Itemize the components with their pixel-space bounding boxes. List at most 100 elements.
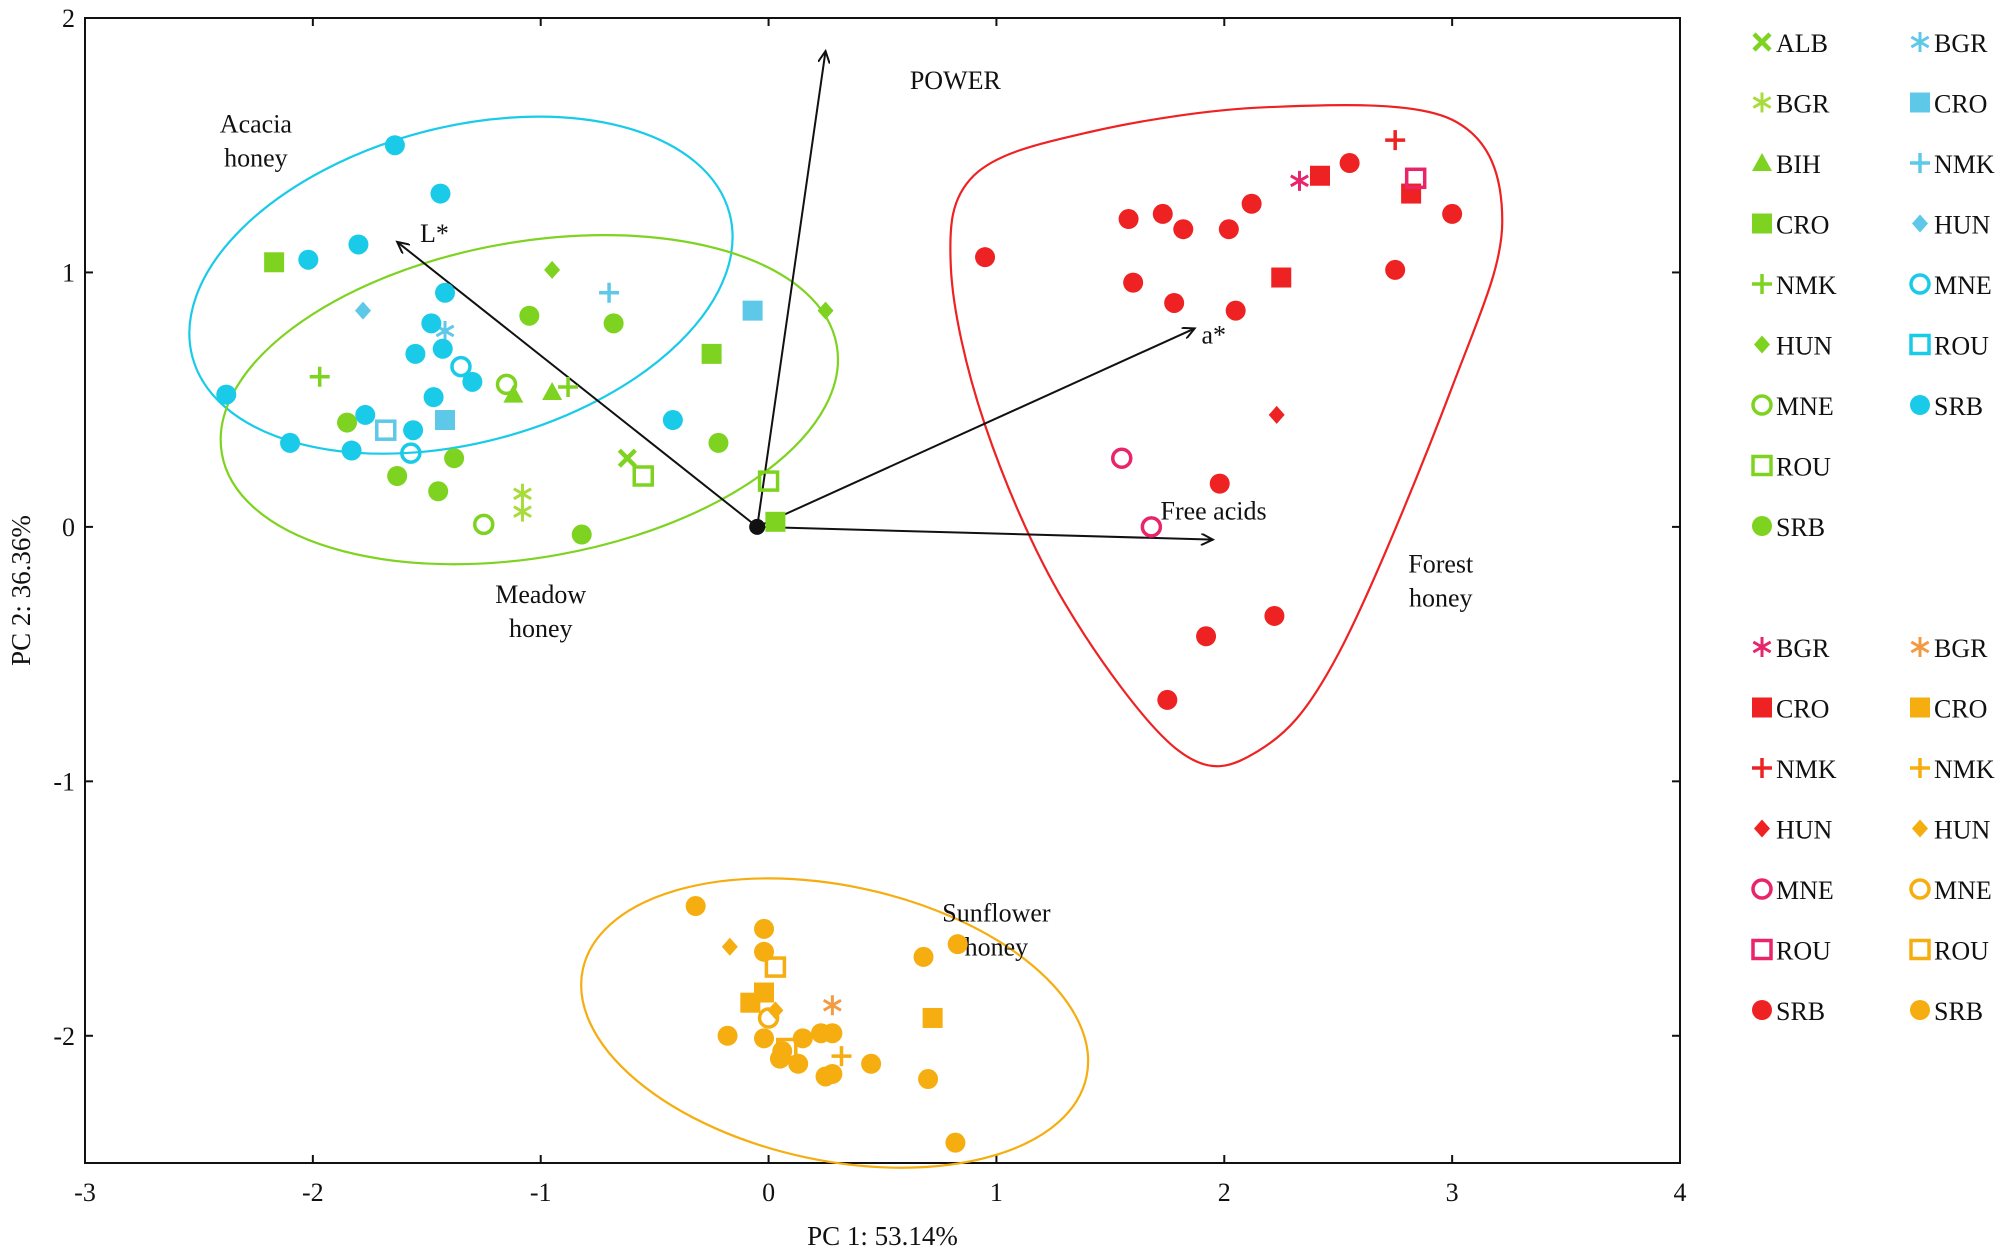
legend-label: ROU <box>1776 937 1831 966</box>
data-point <box>1752 697 1772 718</box>
x-tick-label: 1 <box>990 1178 1003 1207</box>
legend-label: CRO <box>1934 90 1987 119</box>
group-label: Forest honey <box>1408 550 1474 613</box>
data-point <box>1910 697 1930 718</box>
data-point <box>1909 938 1931 961</box>
data-point <box>922 1007 943 1028</box>
data-point <box>544 260 561 279</box>
data-point <box>1385 259 1406 280</box>
data-point <box>662 410 683 431</box>
loading-label: Free acids <box>1160 496 1266 525</box>
data-point <box>617 448 637 468</box>
legend-label: MNE <box>1934 876 1992 905</box>
data-point <box>403 420 424 441</box>
data-point <box>603 313 624 334</box>
data-point <box>632 465 654 487</box>
data-point <box>764 956 787 978</box>
data-point <box>765 511 786 532</box>
data-point <box>473 513 495 536</box>
data-point <box>1225 300 1246 321</box>
legend-label: SRB <box>1934 392 1983 421</box>
data-point <box>558 376 579 397</box>
data-point <box>913 946 934 967</box>
group-outline <box>219 234 840 566</box>
data-point <box>1196 626 1217 647</box>
data-point <box>1271 267 1292 288</box>
data-point <box>423 387 444 408</box>
data-point <box>1909 333 1931 356</box>
data-point <box>1164 292 1185 313</box>
loading-arrow <box>756 51 825 528</box>
data-point <box>1752 32 1772 52</box>
data-point <box>405 343 426 364</box>
plot-frame <box>84 17 1681 1164</box>
y-tick-label: -2 <box>53 1022 75 1051</box>
x-tick-label: 2 <box>1218 1178 1231 1207</box>
data-point <box>503 384 524 403</box>
legend-label: ROU <box>1934 332 1989 361</box>
legend-label: HUN <box>1776 816 1833 845</box>
group-outline <box>949 104 1504 768</box>
data-point <box>1173 219 1194 240</box>
data-point <box>1910 758 1930 778</box>
data-point <box>1910 32 1930 52</box>
legend-label: SRB <box>1934 997 1983 1026</box>
data-point <box>599 282 620 303</box>
data-point <box>757 470 780 492</box>
loading-label: POWER <box>910 66 1002 95</box>
data-point <box>1241 193 1262 214</box>
data-point <box>348 234 369 255</box>
data-point <box>1111 447 1133 469</box>
data-point <box>430 183 451 204</box>
data-point <box>1754 335 1770 354</box>
data-point <box>861 1053 882 1074</box>
legend-label: HUN <box>1934 211 1991 240</box>
group-outline <box>580 877 1090 1169</box>
data-point <box>1752 1000 1772 1020</box>
data-point <box>1912 214 1928 233</box>
loading-label: a* <box>1202 321 1227 350</box>
data-point <box>1910 153 1930 173</box>
group-label: Sunflower honey <box>942 898 1051 961</box>
data-point <box>822 1023 843 1044</box>
data-point <box>754 941 775 962</box>
data-point <box>387 466 408 486</box>
data-point <box>831 1046 852 1067</box>
data-point <box>542 382 563 401</box>
legend-label: NMK <box>1776 271 1837 300</box>
y-tick-label: 2 <box>62 4 75 33</box>
data-point <box>421 313 442 334</box>
data-point <box>1752 92 1772 113</box>
data-point <box>1752 758 1772 778</box>
data-point <box>1752 213 1772 234</box>
data-point <box>355 404 376 425</box>
data-point <box>444 448 465 469</box>
loading-arrow <box>757 525 1213 540</box>
y-tick-label: 0 <box>62 513 75 542</box>
data-point <box>280 432 301 453</box>
legend-label: BIH <box>1776 150 1821 179</box>
data-point <box>400 442 422 464</box>
data-point <box>1910 395 1930 415</box>
data-point <box>1123 272 1144 293</box>
x-tick-label: -2 <box>302 1178 324 1207</box>
data-point <box>513 501 532 522</box>
x-tick-label: -3 <box>74 1178 96 1207</box>
data-point <box>717 1025 738 1046</box>
legend-label: BGR <box>1776 90 1830 119</box>
data-point <box>354 301 371 320</box>
x-tick-label: 3 <box>1446 1178 1459 1207</box>
group-label: Meadow honey <box>495 580 586 643</box>
x-tick-label: 4 <box>1674 1178 1687 1207</box>
legend-label: NMK <box>1934 150 1995 179</box>
data-point <box>337 412 358 433</box>
data-point <box>945 1132 966 1153</box>
group-outline <box>188 115 734 455</box>
data-point <box>1140 516 1163 538</box>
data-point <box>769 1048 790 1069</box>
data-point <box>1912 819 1928 838</box>
legend-label: BGR <box>1776 634 1830 663</box>
legend-label: BGR <box>1934 634 1988 663</box>
data-point <box>216 384 237 405</box>
